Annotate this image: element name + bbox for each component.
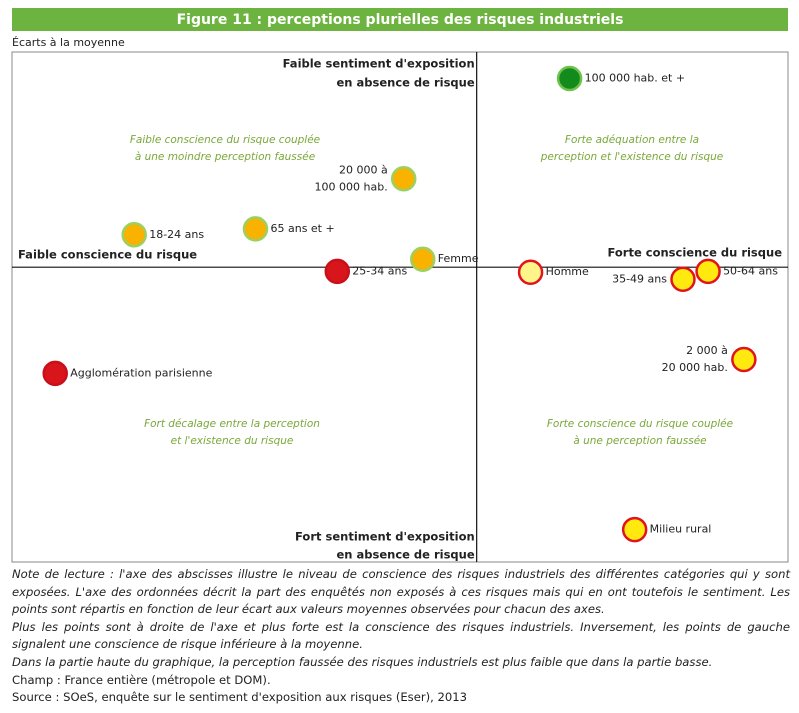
point-label: 25-34 ans xyxy=(352,264,407,277)
title-bar xyxy=(12,8,788,31)
notes: Note de lecture : l'axe des abscisses il… xyxy=(12,566,790,707)
point xyxy=(410,246,436,272)
point xyxy=(42,360,68,387)
point xyxy=(621,516,648,543)
note: Plus les points sont à droite de l'axe e… xyxy=(12,619,790,652)
point xyxy=(695,258,721,285)
plot-frame xyxy=(11,51,789,563)
point xyxy=(670,266,696,293)
point xyxy=(517,259,544,285)
note: Source : SOeS, enquête sur le sentiment … xyxy=(12,690,468,705)
point-label: 35-49 ans xyxy=(612,272,667,285)
quadrant-annotation: à une perception faussée xyxy=(573,435,706,447)
point-label: 20 000 à xyxy=(339,163,388,176)
y-axis-label: en absence de risque xyxy=(337,76,475,90)
point-label: Milieu rural xyxy=(650,523,712,536)
point xyxy=(390,166,417,192)
point-label: 100 000 hab. xyxy=(315,180,388,193)
point xyxy=(556,65,583,92)
point-label: 50-64 ans xyxy=(723,264,778,277)
y-axis-label: Fort sentiment d'exposition xyxy=(295,530,475,544)
y-axis-label: Faible sentiment d'exposition xyxy=(283,57,475,71)
quadrant-annotation: Faible conscience du risque couplée xyxy=(130,134,320,146)
x-axis-label: Forte conscience du risque xyxy=(608,246,783,260)
chart: Figure 11 : perceptions plurielles des r… xyxy=(11,8,789,563)
quadrant-annotation: et l'existence du risque xyxy=(171,435,294,447)
note: Champ : France entière (métropole et DOM… xyxy=(12,672,271,687)
point xyxy=(731,346,757,373)
y-axis-label: en absence de risque xyxy=(337,548,475,562)
chart-title: Figure 11 : perceptions plurielles des r… xyxy=(177,12,624,28)
point xyxy=(121,222,147,248)
point-label: 100 000 hab. et + xyxy=(585,72,685,85)
point-label: Homme xyxy=(546,265,589,278)
note: Dans la partie haute du graphique, la pe… xyxy=(12,654,713,669)
note: Note de lecture : l'axe des abscisses il… xyxy=(12,567,790,617)
subtitle: Écarts à la moyenne xyxy=(12,36,125,49)
quadrant-annotation: à une moindre perception faussée xyxy=(135,151,315,163)
point-label: 2 000 à xyxy=(686,344,728,357)
point xyxy=(324,258,351,285)
point-label: 18-24 ans xyxy=(149,228,204,241)
quadrant-annotation: Forte conscience du risque couplée xyxy=(547,418,733,430)
point-label: Femme xyxy=(438,252,479,265)
point-label: 20 000 hab. xyxy=(662,361,728,374)
x-axis-label: Faible conscience du risque xyxy=(18,248,197,262)
point xyxy=(242,216,269,242)
quadrant-annotation: Fort décalage entre la perception xyxy=(144,418,320,430)
point-label: 65 ans et + xyxy=(270,222,334,235)
quadrant-annotation: Forte adéquation entre la xyxy=(565,134,699,146)
point-label: Agglomération parisienne xyxy=(70,366,212,379)
quadrant-annotation: perception et l'existence du risque xyxy=(540,151,724,163)
